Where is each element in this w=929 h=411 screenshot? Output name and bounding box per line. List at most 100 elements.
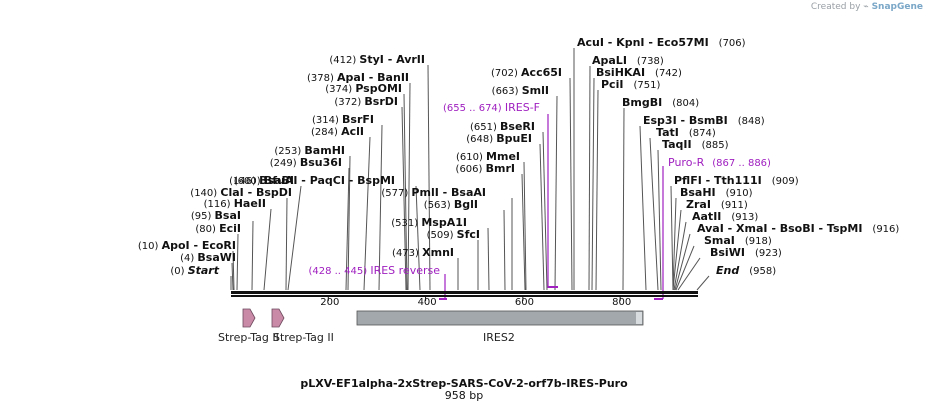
- site-label[interactable]: ZraI (911): [686, 198, 748, 211]
- site-position: (885): [702, 140, 729, 151]
- site-label[interactable]: BsiHKAI (742): [596, 66, 682, 79]
- site-label[interactable]: (563) BglI: [424, 198, 478, 211]
- site-label[interactable]: End (958): [716, 264, 776, 277]
- site-leader-line: [236, 233, 239, 291]
- site-label[interactable]: PflFI - Tth111I (909): [674, 174, 799, 187]
- snapgene-logo-icon: ⌁: [863, 2, 869, 12]
- primer-range: (867 .. 886): [712, 158, 771, 169]
- site-name: Esp3I - BsmBI: [643, 114, 728, 127]
- site-name: AvaI - XmaI - BsoBI - TspMI: [697, 222, 862, 235]
- snapgene-brand: SnapGene: [871, 2, 923, 12]
- site-label[interactable]: (600) BfuAI - PaqCI - BspMI: [234, 174, 395, 187]
- ires2-end-hatch: [636, 312, 642, 324]
- site-name: Bsu36I: [300, 156, 342, 169]
- site-leader-line: [251, 220, 254, 291]
- site-label[interactable]: AvaI - XmaI - BsoBI - TspMI (916): [697, 222, 899, 235]
- site-leader-line: [673, 221, 687, 291]
- site-label[interactable]: BsaHI (910): [680, 186, 753, 199]
- feature-arrow-icon: [271, 308, 285, 328]
- site-label[interactable]: (372) BsrDI: [334, 95, 398, 108]
- site-name: ApaI - BanII: [337, 71, 409, 84]
- site-leader-line: [657, 149, 662, 291]
- site-position: (751): [633, 80, 660, 91]
- site-label[interactable]: (314) BsrFI: [312, 113, 374, 126]
- site-position: (600): [234, 176, 264, 187]
- site-position: (563): [424, 200, 454, 211]
- site-position: (95): [191, 211, 215, 222]
- site-label[interactable]: (116) HaeII: [204, 197, 266, 210]
- site-label[interactable]: (0) Start: [170, 264, 219, 277]
- primer-label[interactable]: Puro-R (867 .. 886): [668, 156, 771, 169]
- site-label[interactable]: (284) AclI: [311, 125, 364, 138]
- site-name: SmaI: [704, 234, 735, 247]
- site-name: StyI - AvrII: [359, 53, 425, 66]
- site-name: BseRI: [500, 120, 535, 133]
- site-label[interactable]: (606) BmrI: [456, 162, 515, 175]
- ruler-ticks: 200 400 600 800: [320, 297, 631, 308]
- site-label[interactable]: TaqII (885): [662, 138, 729, 151]
- site-name: BpuEI: [496, 132, 532, 145]
- site-label[interactable]: (378) ApaI - BanII: [307, 71, 409, 84]
- site-position: (909): [772, 176, 799, 187]
- site-label[interactable]: (249) Bsu36I: [270, 156, 342, 169]
- site-label[interactable]: (509) SfcI: [427, 228, 480, 241]
- site-label[interactable]: (648) BpuEI: [466, 132, 532, 145]
- site-leader-line: [345, 167, 350, 291]
- site-label[interactable]: (253) BamHI: [274, 144, 345, 157]
- site-name: BsiWI: [710, 246, 745, 259]
- site-label[interactable]: (531) MspA1I: [391, 216, 467, 229]
- site-label[interactable]: (4) BsaWI: [180, 251, 236, 264]
- feature-strep-tag-2[interactable]: Strep-Tag II: [271, 308, 334, 344]
- site-position: (610): [456, 152, 486, 163]
- site-label[interactable]: (374) PspOMI: [325, 82, 402, 95]
- site-position: (4): [180, 253, 197, 264]
- site-label[interactable]: (146) BsaBI: [229, 174, 294, 187]
- site-label[interactable]: BmgBI (804): [622, 96, 699, 109]
- site-leader-line: [231, 262, 234, 291]
- site-label[interactable]: (651) BseRI: [470, 120, 535, 133]
- site-label[interactable]: (702) Acc65I: [491, 66, 562, 79]
- primer-label[interactable]: (428 .. 445) IRES reverse: [308, 264, 440, 277]
- site-label[interactable]: (95) BsaI: [191, 209, 241, 222]
- site-position: (910): [726, 188, 753, 199]
- site-position: (702): [491, 68, 521, 79]
- site-label[interactable]: Esp3I - BsmBI (848): [643, 114, 765, 127]
- site-leader-line: [363, 136, 371, 291]
- site-name: AcuI - KpnI - Eco57MI: [577, 36, 709, 49]
- site-position: (140): [190, 188, 220, 199]
- site-name: Acc65I: [521, 66, 562, 79]
- site-label[interactable]: (473) XmnI: [392, 246, 454, 259]
- site-label[interactable]: PciI (751): [601, 78, 660, 91]
- site-label[interactable]: (577) PmlI - BsaAI: [381, 186, 486, 199]
- site-label[interactable]: AcuI - KpnI - Eco57MI (706): [577, 36, 746, 49]
- feature-ires2[interactable]: IRES2: [356, 310, 644, 344]
- site-label[interactable]: (140) ClaI - BspDI: [190, 186, 292, 199]
- site-leader-line: [672, 197, 677, 291]
- site-leader-line: [595, 89, 599, 291]
- site-label[interactable]: ApaLI (738): [592, 54, 664, 67]
- site-label[interactable]: (80) EciI: [195, 222, 241, 235]
- site-position: (10): [138, 241, 162, 252]
- primer-range: (428 .. 445): [308, 266, 370, 277]
- site-label[interactable]: TatI (874): [656, 126, 716, 139]
- site-position: (577): [381, 188, 411, 199]
- site-label[interactable]: AatII (913): [692, 210, 758, 223]
- site-leader-line: [696, 275, 710, 291]
- site-leader-line: [503, 209, 506, 291]
- site-position: (848): [738, 116, 765, 127]
- site-label[interactable]: (610) MmeI: [456, 150, 520, 163]
- site-label[interactable]: BsiWI (923): [710, 246, 782, 259]
- site-name: PspOMI: [355, 82, 402, 95]
- site-position: (509): [427, 230, 457, 241]
- site-leader-line: [487, 227, 490, 291]
- site-label[interactable]: (412) StyI - AvrII: [329, 53, 425, 66]
- site-leader-line: [539, 143, 545, 291]
- primer-label[interactable]: (655 .. 674) IRES-F: [443, 101, 540, 114]
- site-name: PciI: [601, 78, 623, 91]
- site-label[interactable]: (663) SmlI: [492, 84, 549, 97]
- feature-strep-tag-1[interactable]: Strep-Tag II: [218, 308, 279, 344]
- site-leader-line: [675, 245, 695, 291]
- site-label[interactable]: (10) ApoI - EcoRI: [138, 239, 236, 252]
- site-leader-line: [649, 137, 659, 291]
- site-label[interactable]: SmaI (918): [704, 234, 772, 247]
